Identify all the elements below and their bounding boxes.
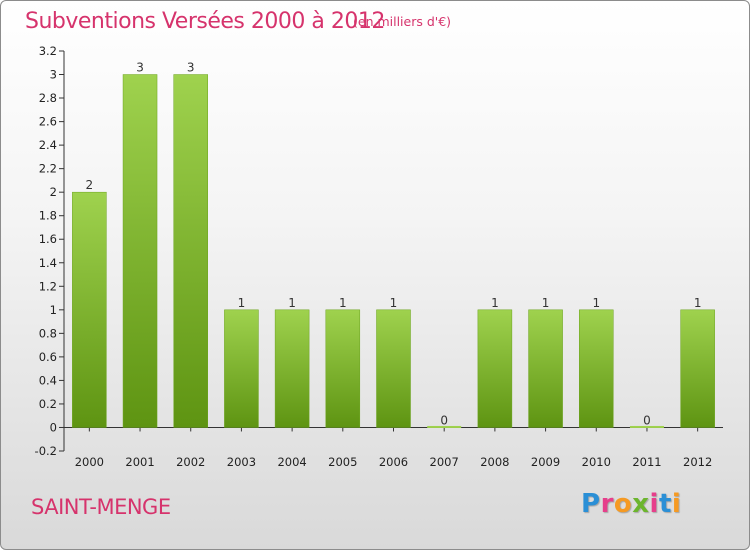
data-label: 1 — [542, 296, 550, 310]
bar — [528, 309, 563, 428]
bar — [274, 309, 310, 428]
logo-letter: P — [581, 489, 601, 519]
x-tick-label: 2005 — [328, 455, 357, 469]
data-label: 0 — [643, 413, 651, 427]
bar — [173, 74, 208, 428]
x-tick-label: 2007 — [430, 455, 459, 469]
y-tick-label: 1.2 — [39, 279, 57, 293]
logo-letter: o — [613, 489, 633, 519]
y-tick-label: 1.6 — [39, 232, 57, 246]
bar — [427, 425, 462, 428]
bar — [72, 191, 107, 428]
data-label: 1 — [288, 296, 296, 310]
x-tick-label: 2006 — [379, 455, 408, 469]
data-label: 3 — [136, 61, 144, 75]
x-tick-label: 2002 — [176, 455, 205, 469]
y-tick-label: 0 — [50, 420, 57, 434]
bar — [477, 309, 513, 428]
data-label: 1 — [592, 296, 600, 310]
y-tick-label: 2.8 — [39, 91, 57, 105]
data-label: 1 — [339, 296, 347, 310]
data-label: 1 — [694, 296, 702, 310]
logo-letter: i — [671, 489, 682, 519]
data-label: 2 — [86, 178, 94, 192]
y-tick-label: -0.2 — [35, 444, 57, 458]
y-tick-label: 0.8 — [39, 326, 57, 340]
bar — [579, 309, 614, 428]
chart-title: Subventions Versées 2000 à 2012 — [25, 9, 385, 34]
data-label: 1 — [238, 296, 246, 310]
logo-letter: i — [649, 489, 659, 519]
bar — [122, 74, 158, 428]
commune-name: SAINT-MENGE — [31, 495, 171, 519]
y-tick-label: 2.4 — [39, 138, 57, 152]
logo-letter: r — [600, 489, 614, 519]
data-label: 0 — [440, 413, 448, 427]
x-tick-label: 2004 — [277, 455, 306, 469]
y-tick-label: 0.2 — [39, 397, 57, 411]
data-label: 1 — [491, 296, 499, 310]
y-tick-label: 1.4 — [39, 256, 57, 270]
y-tick-label: 0.6 — [39, 350, 57, 364]
x-tick-label: 2012 — [683, 455, 712, 469]
data-label: 3 — [187, 61, 195, 75]
data-label: 1 — [390, 296, 398, 310]
y-tick-label: 0.4 — [39, 373, 57, 387]
x-tick-label: 2010 — [582, 455, 611, 469]
bar — [376, 309, 411, 428]
y-tick-label: 1 — [50, 303, 57, 317]
proxiti-logo: Proxiti — [581, 489, 681, 519]
y-tick-label: 3.2 — [39, 44, 57, 58]
logo-letter: x — [632, 489, 650, 519]
y-tick-label: 2.6 — [39, 115, 57, 129]
x-tick-label: 2000 — [75, 455, 104, 469]
bar — [629, 425, 664, 428]
x-tick-label: 2008 — [480, 455, 509, 469]
y-tick-label: 1.8 — [39, 209, 57, 223]
logo-letter: t — [658, 489, 672, 519]
x-tick-label: 2011 — [632, 455, 661, 469]
chart-unit: (en milliers d'€) — [353, 14, 452, 29]
y-tick-label: 2 — [50, 185, 57, 199]
x-tick-label: 2009 — [531, 455, 560, 469]
x-tick-label: 2001 — [125, 455, 154, 469]
y-tick-label: 2.2 — [39, 162, 57, 176]
bar — [680, 309, 715, 428]
x-tick-label: 2003 — [227, 455, 256, 469]
y-tick-label: 3 — [50, 68, 57, 82]
bar — [224, 309, 259, 428]
bar — [325, 309, 361, 428]
